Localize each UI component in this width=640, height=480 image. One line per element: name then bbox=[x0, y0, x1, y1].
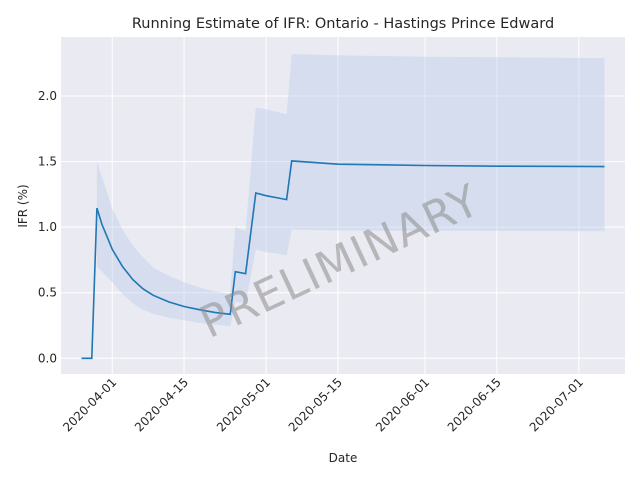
ifr-estimate-line bbox=[81, 160, 605, 360]
y-tick-label: 0.5 bbox=[38, 286, 57, 300]
confidence-band bbox=[96, 54, 605, 327]
y-tick-label: 1.5 bbox=[38, 155, 57, 169]
y-axis-ticks: 0.0 0.5 1.0 1.5 2.0 bbox=[38, 89, 57, 365]
plot-area bbox=[61, 37, 625, 374]
y-tick-label: 2.0 bbox=[38, 89, 57, 103]
grid-lines bbox=[61, 37, 625, 374]
y-tick-label: 1.0 bbox=[38, 220, 57, 234]
chart-title: Running Estimate of IFR: Ontario - Hasti… bbox=[132, 16, 554, 32]
y-tick-label: 0.0 bbox=[38, 351, 57, 365]
x-axis-label: Date bbox=[329, 451, 358, 465]
y-axis-label: IFR (%) bbox=[16, 184, 30, 227]
